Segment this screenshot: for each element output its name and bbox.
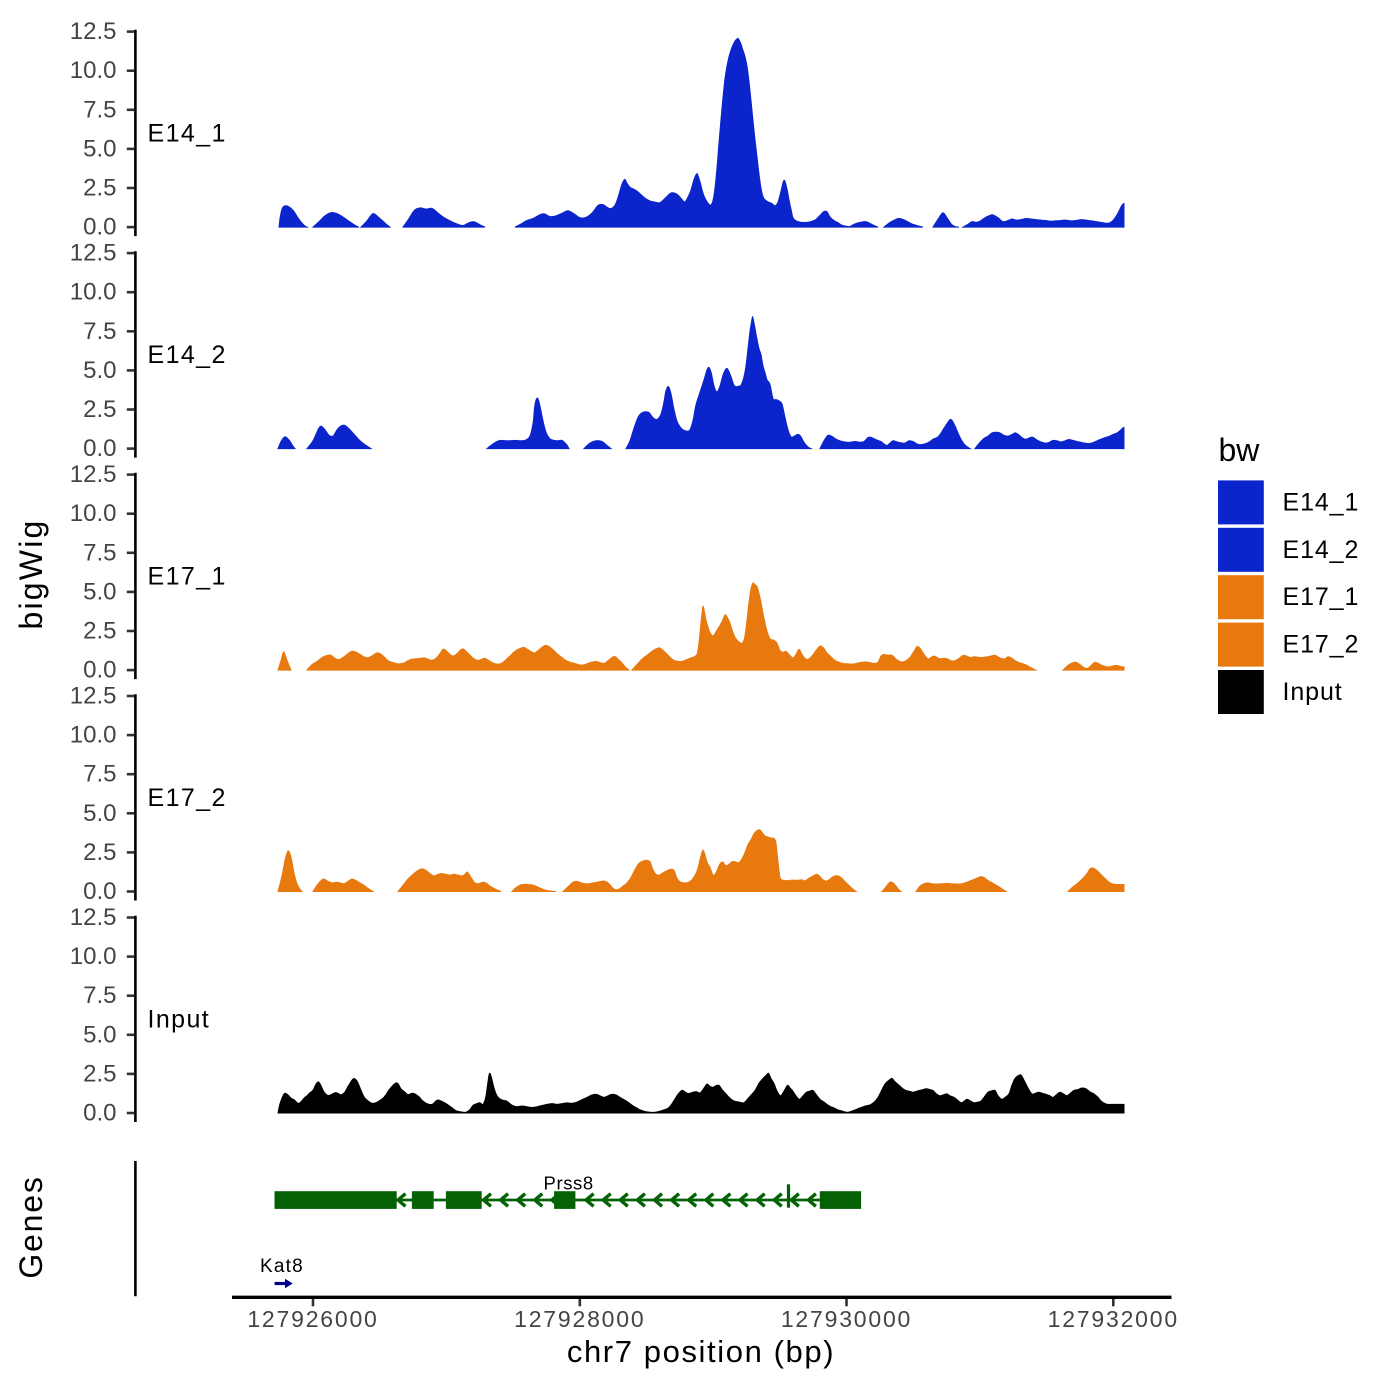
svg-text:E14_2: E14_2 [148, 341, 227, 369]
svg-text:bigWig: bigWig [13, 518, 49, 629]
svg-text:0.0: 0.0 [83, 878, 116, 905]
svg-text:12.5: 12.5 [70, 18, 117, 45]
svg-text:12.5: 12.5 [70, 683, 117, 710]
svg-text:0.0: 0.0 [83, 1100, 116, 1127]
svg-text:2.5: 2.5 [83, 175, 116, 202]
svg-text:5.0: 5.0 [83, 135, 116, 162]
svg-text:2.5: 2.5 [83, 396, 116, 423]
svg-text:5.0: 5.0 [83, 357, 116, 384]
svg-text:12.5: 12.5 [70, 904, 117, 931]
svg-text:10.0: 10.0 [70, 57, 117, 84]
svg-text:E14_2: E14_2 [1283, 536, 1360, 564]
svg-text:2.5: 2.5 [83, 1060, 116, 1087]
svg-text:E17_2: E17_2 [1283, 631, 1360, 659]
svg-text:7.5: 7.5 [83, 318, 116, 345]
svg-text:5.0: 5.0 [83, 578, 116, 605]
svg-text:Genes: Genes [13, 1175, 49, 1278]
svg-text:Prss8: Prss8 [544, 1173, 594, 1194]
svg-text:E14_1: E14_1 [148, 120, 227, 148]
svg-text:0.0: 0.0 [83, 657, 116, 684]
svg-text:5.0: 5.0 [83, 800, 116, 827]
svg-text:0.0: 0.0 [83, 214, 116, 241]
svg-text:Input: Input [148, 1006, 211, 1034]
svg-text:7.5: 7.5 [83, 761, 116, 788]
svg-text:10.0: 10.0 [70, 722, 117, 749]
svg-text:7.5: 7.5 [83, 539, 116, 566]
svg-text:127926000: 127926000 [247, 1306, 378, 1332]
svg-text:12.5: 12.5 [70, 461, 117, 488]
svg-text:127928000: 127928000 [514, 1306, 645, 1332]
svg-text:E17_1: E17_1 [1283, 583, 1360, 611]
svg-text:2.5: 2.5 [83, 618, 116, 645]
svg-text:7.5: 7.5 [83, 96, 116, 123]
svg-text:12.5: 12.5 [70, 240, 117, 267]
svg-text:5.0: 5.0 [83, 1021, 116, 1048]
svg-text:E14_1: E14_1 [1283, 488, 1360, 516]
svg-text:E17_2: E17_2 [148, 784, 227, 812]
svg-text:Kat8: Kat8 [260, 1256, 304, 1277]
svg-text:10.0: 10.0 [70, 500, 117, 527]
svg-text:2.5: 2.5 [83, 839, 116, 866]
svg-text:chr7 position (bp): chr7 position (bp) [567, 1334, 835, 1369]
svg-text:10.0: 10.0 [70, 943, 117, 970]
svg-text:bw: bw [1219, 432, 1261, 468]
svg-text:127930000: 127930000 [781, 1306, 912, 1332]
svg-text:127932000: 127932000 [1048, 1306, 1179, 1332]
svg-text:7.5: 7.5 [83, 982, 116, 1009]
svg-text:10.0: 10.0 [70, 279, 117, 306]
svg-text:0.0: 0.0 [83, 435, 116, 462]
svg-text:E17_1: E17_1 [148, 563, 227, 591]
svg-text:Input: Input [1283, 678, 1343, 706]
